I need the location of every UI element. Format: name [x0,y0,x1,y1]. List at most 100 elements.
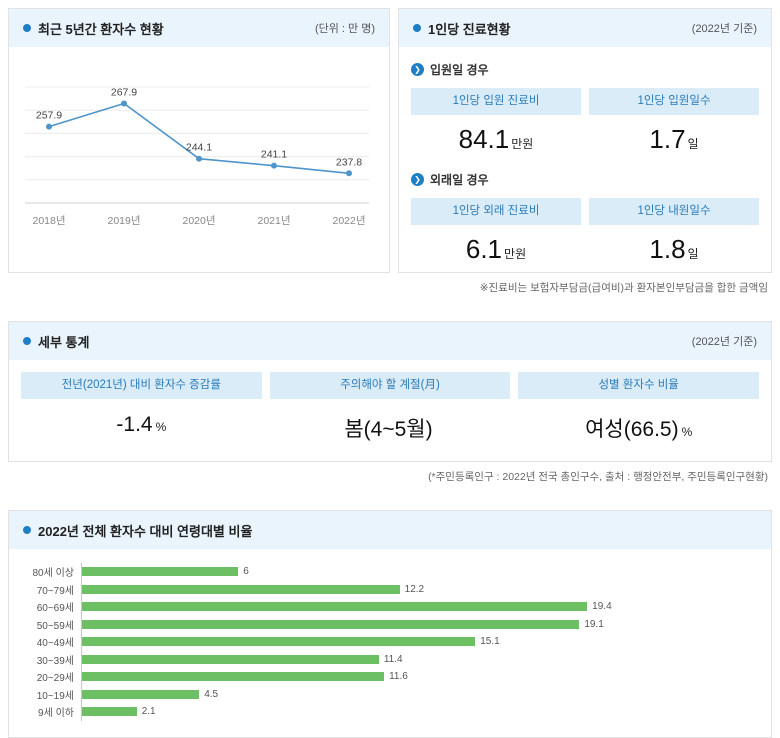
bar-track: 19.1 [81,615,759,633]
svg-text:237.8: 237.8 [336,156,362,168]
bullet-ring-icon [23,526,31,534]
svg-text:2021년: 2021년 [257,215,290,227]
inpatient-section: ❯ 입원일 경우 1인당 입원 진료비 84.1 만원 1인당 입원일수 1.7 일 [411,61,759,165]
svg-text:257.9: 257.9 [36,110,62,122]
stat-gender-ratio: 성별 환자수 비율 여성(66.5)% [518,372,759,449]
bar [82,619,580,629]
bar [82,602,588,612]
bar-track: 2.1 [81,703,759,721]
per-person-panel-header: 1인당 진료현황 (2022년 기준) [399,9,771,47]
bar-row: 30~39세 11.4 [13,650,759,668]
svg-text:241.1: 241.1 [261,149,287,161]
per-person-body: ❯ 입원일 경우 1인당 입원 진료비 84.1 만원 1인당 입원일수 1.7 일 [399,47,771,275]
bar-value-label: 4.5 [204,688,219,700]
bar-value-label: 6 [243,566,249,578]
bar-track: 19.4 [81,598,759,616]
bar-category-label: 50~59세 [36,620,74,632]
cost-footnote: ※진료비는 보험자부담금(급여비)과 환자본인부담금을 합한 금액임 [479,282,768,294]
stat-caution-season: 주의해야 할 계절(月) 봄(4~5월) [269,372,511,449]
inpatient-stat-grid: 1인당 입원 진료비 84.1 만원 1인당 입원일수 1.7 일 [411,88,759,165]
bar-value-label: 11.6 [389,671,408,683]
detail-body: 전년(2021년) 대비 환자수 증감률 -1.4% 주의해야 할 계절(月) … [9,360,771,461]
stat-value: 1.7 일 [589,124,759,155]
svg-text:2022년: 2022년 [332,215,365,227]
bar [82,584,400,594]
stat-unit: % [681,425,693,439]
bar-row: 20~29세 11.6 [13,668,759,686]
stat-number: 84.1 [458,124,510,154]
stat-number: 1.8 [649,234,686,264]
section-label: 외래일 경우 [430,173,489,187]
bar-category-label: 70~79세 [36,585,74,597]
bar-category-label: 40~49세 [36,638,74,650]
bullet-ring-icon [23,24,31,32]
basis-note: (2022년 기준) [691,23,757,35]
stat-inpatient-cost: 1인당 입원 진료비 84.1 만원 [411,88,581,165]
stat-number: 6.1 [465,234,503,264]
bar-row: 50~59세 19.1 [13,615,759,633]
stat-outpatient-days: 1인당 내원일수 1.8 일 [589,198,759,275]
panel-title: 최근 5년간 환자수 현황 [38,21,164,37]
stat-inpatient-days: 1인당 입원일수 1.7 일 [589,88,759,165]
bar-row: 10~19세 4.5 [13,685,759,703]
stat-label: 주의해야 할 계절(月) [269,372,511,399]
stat-number: 봄(4~5월) [344,418,433,441]
bar [82,707,137,717]
age-ratio-panel: 2022년 전체 환자수 대비 연령대별 비율 80세 이상 6 70~79세 12.… [8,510,772,738]
stat-value: 봄(4~5월) [270,413,511,443]
bar-category-label: 10~19세 [36,690,74,702]
bar-value-label: 15.1 [480,636,500,648]
bar-track: 15.1 [81,633,759,651]
bar-value-label: 12.2 [404,583,425,595]
bar-value-label: 19.1 [584,618,604,630]
bar-track: 11.6 [81,668,759,686]
svg-text:2020년: 2020년 [182,215,215,227]
five-year-line-chart: 257.9 2018년 267.9 2019년 244.1 2020년 241.1 2021년… [9,47,389,238]
outpatient-stat-grid: 1인당 외래 진료비 6.1 만원 1인당 내원일수 1.8 일 [411,198,759,275]
stat-label: 1인당 입원일수 [589,88,759,115]
five-year-panel-header: 최근 5년간 환자수 현황 (단위 : 만 명) [9,9,389,47]
panel-title-group: 2022년 전체 환자수 대비 연령대별 비율 [23,521,252,540]
svg-text:244.1: 244.1 [186,142,212,154]
panel-title-group: 세부 통계 [23,332,89,351]
arrow-circle-icon: ❯ [411,63,424,76]
bar-category-label: 80세 이상 [32,568,74,580]
bar-value-label: 2.1 [141,706,156,718]
top-row: 최근 5년간 환자수 현황 (단위 : 만 명) 257.9 2018년 267.9… [8,8,772,295]
detail-panel-header: 세부 통계 (2022년 기준) [9,322,771,360]
stat-value: 6.1 만원 [411,234,581,265]
basis-note: (2022년 기준) [691,336,757,348]
population-footnote: (*주민등록인구 : 2022년 전국 총인구수, 출처 : 행정안전부, 주민… [428,471,768,483]
bar-value-label: 19.4 [592,601,612,613]
stat-unit: 만원 [504,247,527,261]
arrow-circle-icon: ❯ [411,173,424,186]
bar-row: 9세 이하 2.1 [13,703,759,721]
panel-title: 1인당 진료현황 [428,21,511,37]
age-ratio-panel-header: 2022년 전체 환자수 대비 연령대별 비율 [9,511,771,549]
svg-text:267.9: 267.9 [111,86,137,98]
unit-note: (단위 : 만 명) [314,23,375,35]
bullet-ring-icon [413,24,421,32]
stat-unit: 일 [687,137,699,151]
age-bar-chart: 80세 이상 6 70~79세 12.2 60~69세 19.4 50~59세 19.1 40~… [9,549,771,737]
stat-unit: 일 [687,247,699,261]
stat-label: 성별 환자수 비율 [518,372,759,399]
bar-row: 80세 이상 6 [13,563,759,581]
bar-track: 4.5 [81,685,759,703]
detail-stats-panel: 세부 통계 (2022년 기준) 전년(2021년) 대비 환자수 증감률 -1… [8,321,772,462]
stat-number: -1.4 [116,413,153,436]
outpatient-section-title-row: ❯ 외래일 경우 [411,171,759,188]
outpatient-section: ❯ 외래일 경우 1인당 외래 진료비 6.1 만원 1인당 내원일수 1.8 일 [411,171,759,275]
stat-unit: % [155,420,167,434]
bar-category-label: 20~29세 [36,673,74,685]
stat-value: -1.4% [21,413,262,437]
stat-label: 전년(2021년) 대비 환자수 증감률 [21,372,262,399]
bar-category-label: 9세 이하 [38,708,74,720]
per-person-panel: 1인당 진료현황 (2022년 기준) ❯ 입원일 경우 1인당 입원 진료비 [398,8,772,273]
panel-title: 세부 통계 [38,334,90,350]
panel-title-group: 1인당 진료현황 [413,19,511,38]
bar-track: 11.4 [81,650,759,668]
bar-row: 60~69세 19.4 [13,598,759,616]
detail-stat-grid: 전년(2021년) 대비 환자수 증감률 -1.4% 주의해야 할 계절(月) … [21,372,759,449]
